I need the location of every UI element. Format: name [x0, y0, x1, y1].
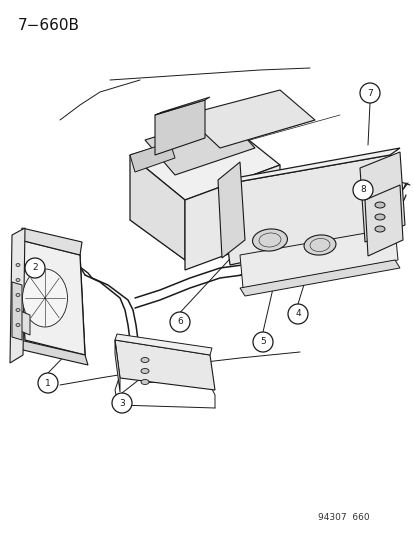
Polygon shape [185, 90, 314, 148]
Polygon shape [154, 100, 204, 155]
Polygon shape [12, 282, 22, 340]
Ellipse shape [252, 229, 287, 251]
Polygon shape [20, 228, 82, 255]
Ellipse shape [16, 309, 20, 311]
Polygon shape [240, 260, 399, 296]
Polygon shape [364, 185, 402, 256]
Circle shape [359, 83, 379, 103]
Ellipse shape [141, 358, 149, 362]
Circle shape [112, 393, 132, 413]
Text: 4: 4 [294, 310, 300, 319]
Ellipse shape [374, 202, 384, 208]
Polygon shape [115, 340, 214, 390]
Text: 6: 6 [177, 318, 183, 327]
Polygon shape [218, 162, 244, 258]
Polygon shape [10, 228, 25, 363]
Text: 5: 5 [259, 337, 265, 346]
Ellipse shape [16, 263, 20, 266]
Text: 7−660B: 7−660B [18, 18, 80, 33]
Circle shape [252, 332, 272, 352]
Text: 7: 7 [366, 88, 372, 98]
Ellipse shape [374, 226, 384, 232]
Polygon shape [240, 228, 397, 288]
Circle shape [287, 304, 307, 324]
Polygon shape [359, 152, 404, 242]
Polygon shape [154, 97, 209, 115]
Polygon shape [20, 340, 88, 365]
Polygon shape [219, 155, 394, 265]
Text: 1: 1 [45, 378, 51, 387]
Text: 94307  660: 94307 660 [318, 513, 369, 522]
Text: 3: 3 [119, 399, 125, 408]
Polygon shape [130, 155, 185, 260]
Polygon shape [185, 165, 279, 270]
Polygon shape [20, 240, 85, 355]
Ellipse shape [16, 324, 20, 327]
Polygon shape [130, 125, 279, 200]
Ellipse shape [141, 368, 149, 374]
Ellipse shape [16, 294, 20, 296]
Text: 2: 2 [32, 263, 38, 272]
Ellipse shape [303, 235, 335, 255]
Polygon shape [18, 310, 30, 335]
Polygon shape [145, 115, 254, 175]
Polygon shape [130, 142, 175, 172]
Ellipse shape [141, 379, 149, 384]
Polygon shape [115, 334, 211, 355]
Circle shape [25, 258, 45, 278]
Text: 8: 8 [359, 185, 365, 195]
Circle shape [38, 373, 58, 393]
Circle shape [352, 180, 372, 200]
Ellipse shape [22, 269, 67, 327]
Ellipse shape [374, 214, 384, 220]
Polygon shape [219, 148, 399, 185]
Polygon shape [115, 340, 120, 392]
Circle shape [170, 312, 190, 332]
Ellipse shape [16, 279, 20, 281]
